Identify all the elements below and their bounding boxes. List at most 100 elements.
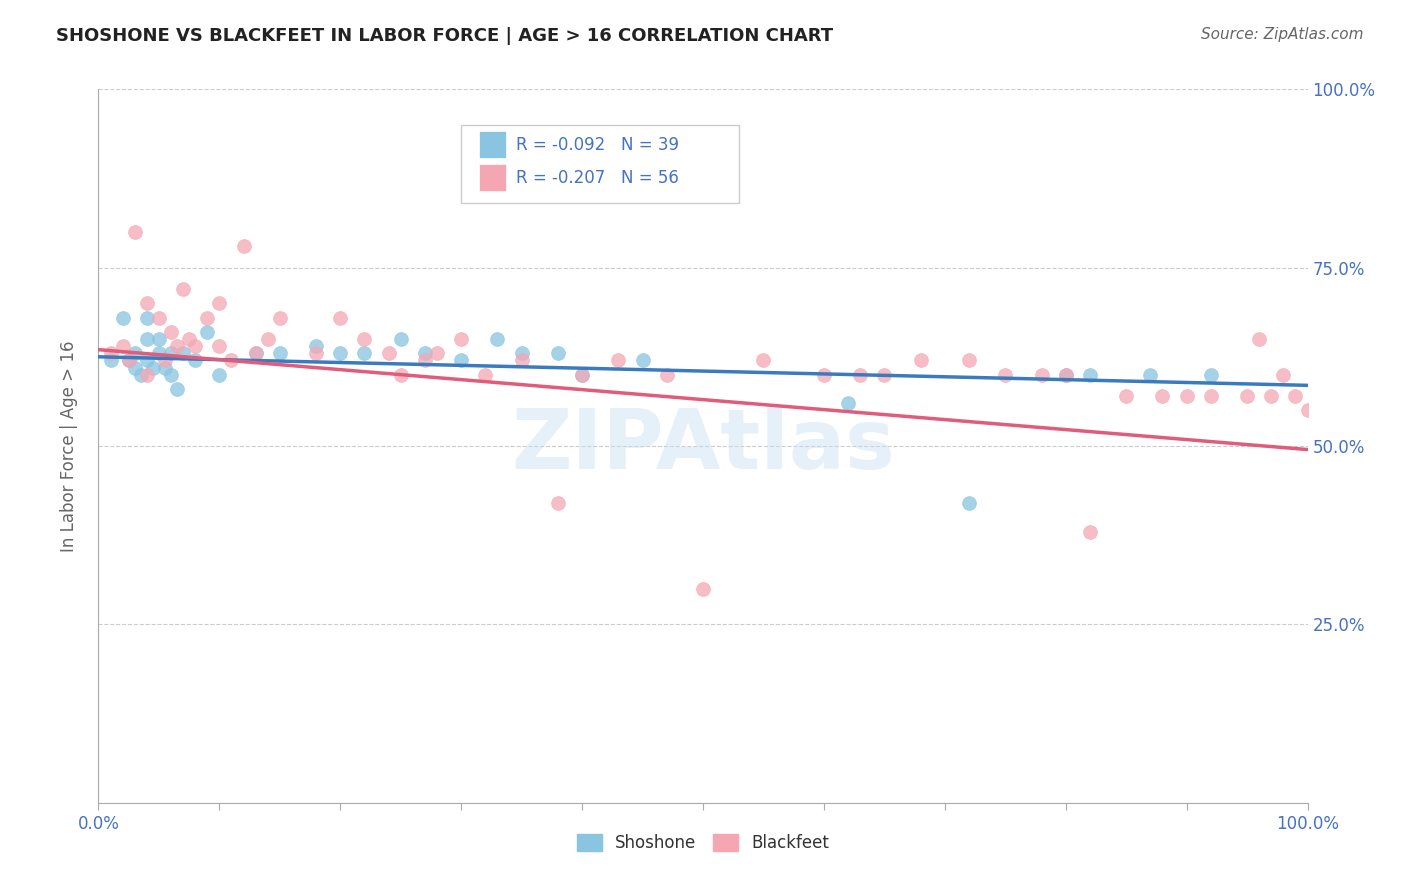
Point bbox=[1078, 368, 1101, 382]
Text: SHOSHONE VS BLACKFEET IN LABOR FORCE | AGE > 16 CORRELATION CHART: SHOSHONE VS BLACKFEET IN LABOR FORCE | A… bbox=[56, 27, 834, 45]
Point bbox=[148, 332, 170, 346]
Point bbox=[111, 310, 134, 325]
Point bbox=[377, 346, 399, 360]
Point bbox=[957, 496, 980, 510]
Point bbox=[849, 368, 872, 382]
Point bbox=[655, 368, 678, 382]
Text: Source: ZipAtlas.com: Source: ZipAtlas.com bbox=[1201, 27, 1364, 42]
Point bbox=[873, 368, 896, 382]
Point bbox=[269, 310, 291, 325]
Point bbox=[208, 339, 231, 353]
Point bbox=[160, 346, 183, 360]
Point bbox=[153, 360, 176, 375]
Point bbox=[1199, 389, 1222, 403]
Point bbox=[160, 368, 183, 382]
Point bbox=[329, 310, 352, 325]
Point bbox=[1199, 368, 1222, 382]
Point bbox=[166, 339, 188, 353]
Point bbox=[135, 310, 157, 325]
Point bbox=[179, 332, 201, 346]
Point bbox=[1296, 403, 1319, 417]
Point bbox=[1260, 389, 1282, 403]
Legend: Shoshone, Blackfeet: Shoshone, Blackfeet bbox=[569, 827, 837, 859]
Point bbox=[910, 353, 932, 368]
Point bbox=[135, 368, 157, 382]
Point bbox=[153, 353, 176, 368]
Point bbox=[607, 353, 630, 368]
Point bbox=[245, 346, 267, 360]
Point bbox=[1284, 389, 1306, 403]
Bar bbox=[479, 164, 506, 191]
Point bbox=[135, 332, 157, 346]
Point bbox=[184, 353, 207, 368]
Point bbox=[413, 346, 436, 360]
Point bbox=[1054, 368, 1077, 382]
Point bbox=[486, 332, 509, 346]
Point bbox=[1054, 368, 1077, 382]
Point bbox=[1175, 389, 1198, 403]
Y-axis label: In Labor Force | Age > 16: In Labor Force | Age > 16 bbox=[59, 340, 77, 552]
Point bbox=[957, 353, 980, 368]
Point bbox=[305, 339, 328, 353]
Point bbox=[208, 296, 231, 310]
Point bbox=[166, 382, 188, 396]
Point bbox=[269, 346, 291, 360]
Point bbox=[221, 353, 243, 368]
Point bbox=[426, 346, 449, 360]
Point bbox=[547, 346, 569, 360]
Point bbox=[172, 346, 194, 360]
Point bbox=[813, 368, 835, 382]
Point bbox=[1236, 389, 1258, 403]
Point bbox=[129, 368, 152, 382]
Point bbox=[1249, 332, 1271, 346]
Point bbox=[184, 339, 207, 353]
Point bbox=[389, 368, 412, 382]
Point bbox=[571, 368, 593, 382]
Point bbox=[232, 239, 254, 253]
Point bbox=[692, 582, 714, 596]
Point bbox=[1272, 368, 1295, 382]
Point bbox=[256, 332, 278, 346]
Point bbox=[413, 353, 436, 368]
Point bbox=[510, 346, 533, 360]
Point bbox=[1139, 368, 1161, 382]
Point bbox=[172, 282, 194, 296]
Point bbox=[135, 353, 157, 368]
Point bbox=[450, 332, 472, 346]
Bar bbox=[479, 131, 506, 159]
Point bbox=[353, 346, 375, 360]
Point bbox=[1152, 389, 1174, 403]
Point bbox=[353, 332, 375, 346]
Point bbox=[474, 368, 496, 382]
Point bbox=[994, 368, 1017, 382]
Point bbox=[510, 353, 533, 368]
Point bbox=[245, 346, 267, 360]
Point bbox=[124, 346, 146, 360]
Point bbox=[124, 225, 146, 239]
Point bbox=[1078, 524, 1101, 539]
Point bbox=[124, 360, 146, 375]
Point bbox=[160, 325, 183, 339]
Point bbox=[142, 360, 165, 375]
Point bbox=[100, 353, 122, 368]
Text: ZIPAtlas: ZIPAtlas bbox=[510, 406, 896, 486]
Point bbox=[195, 325, 218, 339]
Point bbox=[208, 368, 231, 382]
Point bbox=[118, 353, 141, 368]
Point bbox=[1031, 368, 1053, 382]
Point bbox=[100, 346, 122, 360]
Point bbox=[631, 353, 654, 368]
Text: R = -0.207   N = 56: R = -0.207 N = 56 bbox=[516, 169, 679, 186]
Point bbox=[195, 310, 218, 325]
Point bbox=[118, 353, 141, 368]
Point bbox=[837, 396, 859, 410]
Text: R = -0.092   N = 39: R = -0.092 N = 39 bbox=[516, 136, 679, 153]
Point bbox=[752, 353, 775, 368]
Point bbox=[571, 368, 593, 382]
Point bbox=[329, 346, 352, 360]
Point bbox=[111, 339, 134, 353]
Point bbox=[305, 346, 328, 360]
FancyBboxPatch shape bbox=[461, 125, 740, 203]
Point bbox=[547, 496, 569, 510]
Point bbox=[1115, 389, 1137, 403]
